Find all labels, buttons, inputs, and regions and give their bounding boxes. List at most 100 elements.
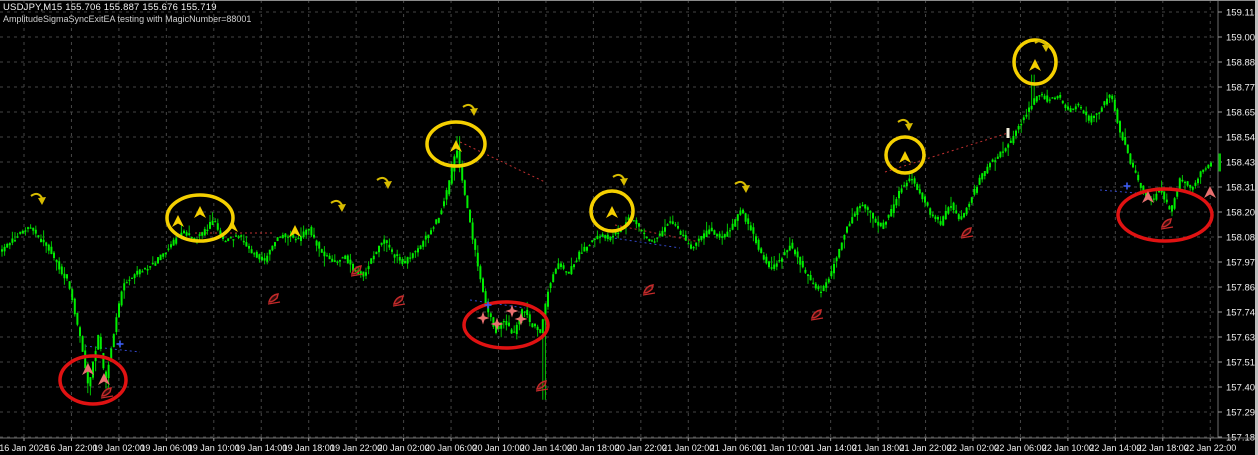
price-axis-label: 158.770 [1226,83,1258,94]
exit-signal-arrow-icon[interactable] [734,180,750,193]
time-axis-label: 22 Jan 10:00 [1042,443,1094,453]
exit-pen-marker-icon[interactable] [350,265,364,277]
price-axis-label: 159.000 [1226,33,1258,44]
sell-star-marker-icon[interactable] [514,312,528,326]
time-axis-label: 21 Jan 18:00 [852,443,904,453]
exit-pen-marker-icon[interactable] [642,284,656,296]
yellow-circle-annotation[interactable] [884,135,926,175]
time-axis-label: 19 Jan 14:00 [235,443,287,453]
buy-signal-arrow-icon[interactable] [194,206,206,218]
trade-history-line-buy[interactable] [84,345,141,353]
buy-signal-arrow-icon[interactable] [1029,59,1041,71]
window-top-border [0,0,1258,1]
candle-bodies [1,94,1212,387]
time-axis-label: 21 Jan 14:00 [805,443,857,453]
buy-signal-arrow-icon[interactable] [899,151,911,163]
sell-star-marker-icon[interactable] [476,311,490,325]
sell-star-marker-icon[interactable] [505,304,519,318]
buy-signal-arrow-icon[interactable] [226,220,238,232]
time-axis-label: 22 Jan 06:00 [994,443,1046,453]
buy-signal-arrow-icon[interactable] [606,206,618,218]
yellow-circle-annotation[interactable] [589,189,635,233]
price-axis-label: 158.315 [1226,183,1258,194]
exit-pen-marker-icon[interactable] [392,295,406,307]
exit-pen-marker-icon[interactable] [1160,218,1174,230]
time-axis-label: 19 Jan 18:00 [283,443,335,453]
trade-history-line-sell[interactable] [459,141,546,183]
time-axis-label: 21 Jan 22:00 [900,443,952,453]
red-circle-annotation[interactable] [58,354,128,406]
sell-star-marker-icon[interactable] [490,317,504,331]
time-axis-label: 20 Jan 14:00 [520,443,572,453]
time-axis-label: 22 Jan 14:00 [1089,443,1141,453]
red-circle-annotation[interactable] [462,300,550,350]
exit-signal-arrow-icon[interactable] [1034,39,1050,52]
buy-signal-arrow-icon[interactable] [172,215,184,227]
exit-signal-arrow-icon[interactable] [462,103,478,116]
price-axis-label: 158.085 [1226,233,1258,244]
exit-signal-arrow-icon[interactable] [330,199,346,212]
price-axis-label: 159.115 [1226,8,1258,19]
price-axis-label: 157.745 [1226,308,1258,319]
exit-pen-marker-icon[interactable] [267,293,281,305]
trade-history-line-sell[interactable] [884,132,1009,173]
exit-signal-arrow-icon[interactable] [612,173,628,186]
time-axis-label: 20 Jan 18:00 [567,443,619,453]
trade-lines-layer[interactable] [84,132,1149,353]
time-axis-label: 22 Jan 18:00 [1137,443,1189,453]
price-axis[interactable]: 159.115 159.000 158.885 158.770 158.655 158.5… [1217,0,1258,444]
time-axis-label: 19 Jan 22:00 [330,443,382,453]
price-axis-label: 158.545 [1226,133,1258,144]
exit-signal-arrow-icon[interactable] [376,176,392,189]
sell-signal-arrow-icon[interactable] [98,373,110,385]
exit-pen-marker-icon[interactable] [535,380,549,392]
order-close-tick-icon[interactable] [1006,128,1010,138]
yellow-circle-annotation[interactable] [1012,38,1058,86]
price-axis-label: 157.405 [1226,383,1258,394]
trade-open-cross-icon[interactable] [484,301,492,309]
time-axis-label: 19 Jan 06:00 [140,443,192,453]
yellow-circle-annotation[interactable] [425,120,487,168]
trade-history-line-buy[interactable] [599,235,681,249]
exit-pen-marker-icon[interactable] [810,309,824,321]
last-price-marker [1218,153,1221,172]
buy-signal-arrow-icon[interactable] [450,140,462,152]
buy-signal-arrow-icon[interactable] [289,225,301,237]
price-axis-label: 158.200 [1226,208,1258,219]
right-scrollbar-edge[interactable] [1255,0,1258,455]
exit-pen-marker-icon[interactable] [960,227,974,239]
time-axis-label: 20 Jan 22:00 [615,443,667,453]
annotations-layer[interactable] [30,38,1216,406]
trade-open-cross-icon[interactable] [116,340,124,348]
trade-history-line-buy[interactable] [469,299,526,309]
price-axis-label: 157.515 [1226,358,1258,369]
time-axis-label: 21 Jan 02:00 [662,443,714,453]
candles-layer [1,74,1212,400]
sell-signal-arrow-icon[interactable] [1204,186,1216,198]
time-axis-label: 20 Jan 02:00 [378,443,430,453]
time-axis-label: 16 Jan 22:00 [45,443,97,453]
price-axis-label: 158.655 [1226,108,1258,119]
sell-signal-arrow-icon[interactable] [1142,191,1154,203]
time-axis-label: 21 Jan 06:00 [710,443,762,453]
exit-pen-marker-icon[interactable] [100,387,114,399]
price-axis-label: 157.860 [1226,283,1258,294]
time-axis-label: 20 Jan 06:00 [425,443,477,453]
red-circle-annotation[interactable] [1116,187,1214,243]
yellow-circle-annotation[interactable] [165,193,235,243]
time-axis-label: 19 Jan 10:00 [188,443,240,453]
grid-layer [0,0,1218,438]
time-axis-label: 22 Jan 22:00 [1184,443,1236,453]
exit-signal-arrow-icon[interactable] [897,118,913,131]
exit-signal-arrow-icon[interactable] [30,192,46,205]
sell-signal-arrow-icon[interactable] [82,363,94,375]
trade-open-cross-icon[interactable] [1123,182,1131,190]
time-axis-label: 16 Jan 2026 [0,443,49,453]
time-axis-label: 19 Jan 02:00 [93,443,145,453]
price-axis-label: 157.630 [1226,333,1258,344]
time-axis-label: 21 Jan 10:00 [757,443,809,453]
price-axis-label: 157.290 [1226,408,1258,419]
